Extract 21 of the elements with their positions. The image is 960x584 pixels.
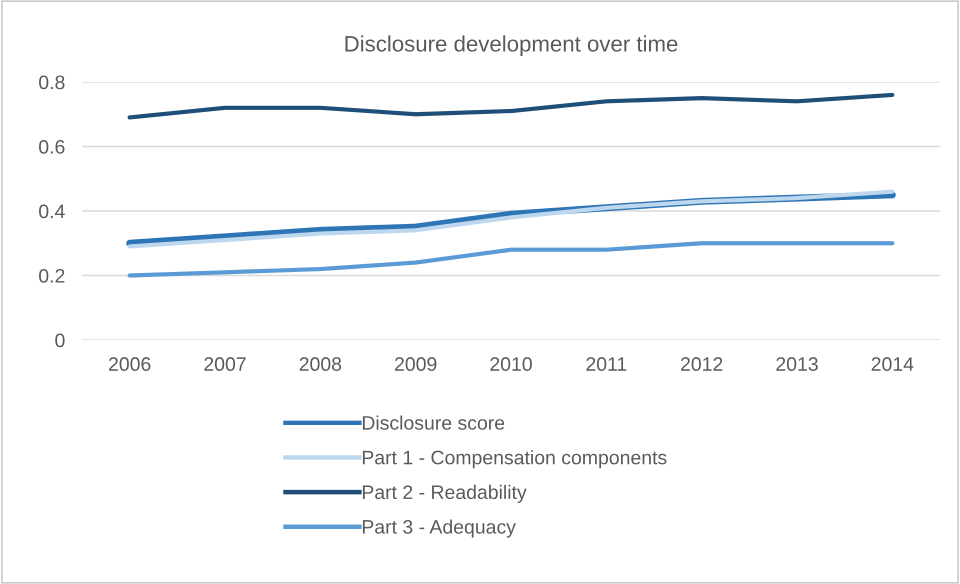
x-tick-label: 2008 [300,357,342,371]
legend-label: Part 3 - Adequacy [362,519,516,538]
y-tick-label: 0 [55,333,65,348]
y-tick-label: 0.6 [39,140,64,154]
legend-label: Disclosure score [362,416,504,430]
y-tick-label: 0.4 [39,204,65,218]
line-series [128,241,894,278]
chart-title: Disclosure development over time [345,35,678,56]
x-tick-label: 2010 [490,357,532,371]
line-series [128,92,894,120]
x-tick-label: 2007 [204,357,246,371]
legend-label: Part 1 - Compensation components [362,450,666,468]
x-tick-label: 2011 [586,357,626,371]
x-tick-label: 2013 [776,357,818,371]
legend-label: Part 2 - Readability [362,484,527,503]
x-tick-label: 2014 [872,357,914,371]
x-tick-label: 2009 [395,357,436,371]
y-tick-label: 0.8 [39,75,64,90]
y-tick-label: 0.2 [39,268,64,283]
x-tick-label: 2006 [109,357,150,371]
x-tick-label: 2012 [681,357,722,371]
